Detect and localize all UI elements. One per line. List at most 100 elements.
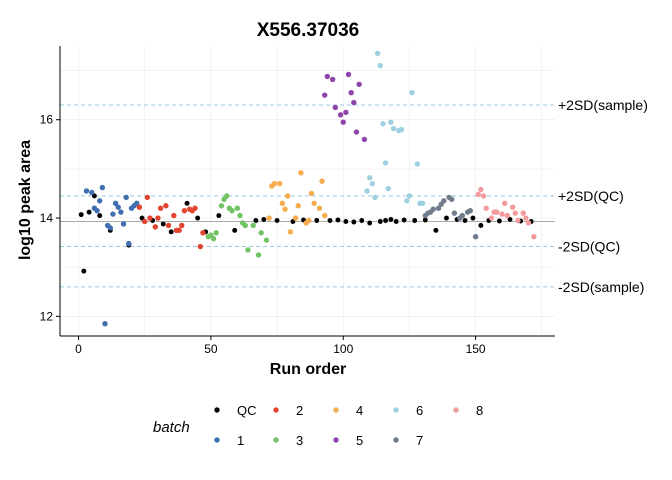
data-point: [332, 104, 338, 111]
data-point: [83, 188, 90, 194]
data-point: [449, 196, 455, 203]
legend-label: 6: [416, 403, 423, 418]
data-point: [451, 210, 458, 216]
legend-label: 3: [296, 433, 303, 448]
data-point: [184, 200, 191, 207]
data-point: [258, 230, 264, 236]
legend-key: [214, 437, 220, 443]
data-point: [382, 160, 389, 166]
data-point: [229, 207, 235, 214]
data-point: [387, 216, 394, 223]
data-point: [499, 211, 505, 217]
data-point: [255, 252, 262, 258]
data-point: [308, 190, 315, 197]
data-point: [242, 222, 248, 229]
data-point: [322, 212, 328, 219]
data-point: [210, 235, 217, 242]
data-point: [316, 205, 323, 211]
data-point: [213, 230, 219, 236]
data-point: [112, 200, 119, 206]
data-point: [322, 92, 328, 98]
data-point: [377, 218, 384, 225]
data-point: [361, 136, 368, 143]
data-point: [329, 76, 336, 83]
data-point: [374, 50, 381, 57]
chart-title: X556.37036: [257, 20, 360, 41]
data-point: [531, 234, 537, 240]
data-point: [409, 89, 415, 96]
data-point: [515, 217, 521, 224]
data-point: [435, 205, 442, 211]
data-point: [192, 205, 198, 211]
data-point: [441, 198, 447, 204]
data-point: [327, 217, 333, 224]
data-point: [78, 211, 85, 218]
data-point: [152, 224, 158, 230]
data-point: [295, 203, 301, 209]
data-point: [263, 237, 270, 243]
data-point: [234, 205, 241, 211]
x-tick-label: 100: [333, 342, 353, 356]
legend-key: [333, 437, 339, 443]
data-point: [419, 200, 426, 206]
legend-key: [393, 437, 399, 443]
legend-key: [453, 407, 459, 413]
data-point: [488, 215, 495, 221]
data-point: [282, 206, 288, 212]
data-point: [163, 203, 169, 209]
data-point: [480, 193, 487, 199]
legend-label: 8: [476, 403, 483, 418]
data-point: [287, 229, 293, 235]
legend-key: [273, 407, 279, 413]
data-point: [430, 206, 436, 212]
x-axis-title: Run order: [270, 361, 346, 378]
data-point: [136, 204, 143, 210]
data-point: [94, 207, 100, 214]
data-point: [385, 185, 391, 192]
data-point: [504, 212, 511, 219]
data-point: [118, 209, 124, 215]
data-point: [472, 234, 479, 240]
data-point: [364, 188, 370, 194]
data-point: [502, 200, 508, 206]
legend-label: 5: [356, 433, 363, 448]
data-point: [496, 218, 503, 224]
data-point: [324, 73, 331, 80]
data-point: [343, 109, 349, 116]
y-tick-label: 16: [40, 113, 54, 127]
data-point: [266, 215, 272, 221]
data-point: [231, 227, 238, 234]
data-point: [274, 217, 281, 224]
data-point: [99, 184, 106, 191]
data-point: [398, 126, 405, 133]
axis-ticks: 0 50 100 150 12 14 16: [40, 113, 486, 356]
data-point: [250, 222, 256, 229]
legend-key: [333, 407, 339, 413]
data-point: [115, 204, 121, 210]
data-point: [388, 119, 394, 125]
legend-key: [214, 407, 220, 413]
data-point: [462, 217, 468, 224]
data-point: [277, 180, 283, 187]
data-point: [134, 200, 140, 206]
data-point: [337, 112, 344, 118]
y-axis-title: log10 peak area: [17, 140, 34, 260]
data-point: [252, 217, 259, 224]
data-point: [350, 219, 357, 225]
data-point: [345, 71, 352, 78]
data-point: [494, 209, 500, 215]
data-point: [380, 120, 386, 127]
x-tick-label: 150: [466, 342, 486, 356]
data-point: [179, 222, 185, 229]
data-point: [260, 216, 267, 223]
data-point: [80, 268, 87, 275]
data-point: [181, 207, 188, 214]
data-point: [89, 189, 95, 196]
data-point: [478, 186, 484, 193]
data-point: [120, 221, 127, 227]
reference-line-label: +2SD(QC): [558, 188, 624, 204]
data-point: [97, 198, 103, 204]
data-point: [271, 180, 278, 187]
data-point: [334, 217, 341, 223]
legend: batch QC 1 2 3 4 5 6 7 8: [153, 403, 483, 448]
